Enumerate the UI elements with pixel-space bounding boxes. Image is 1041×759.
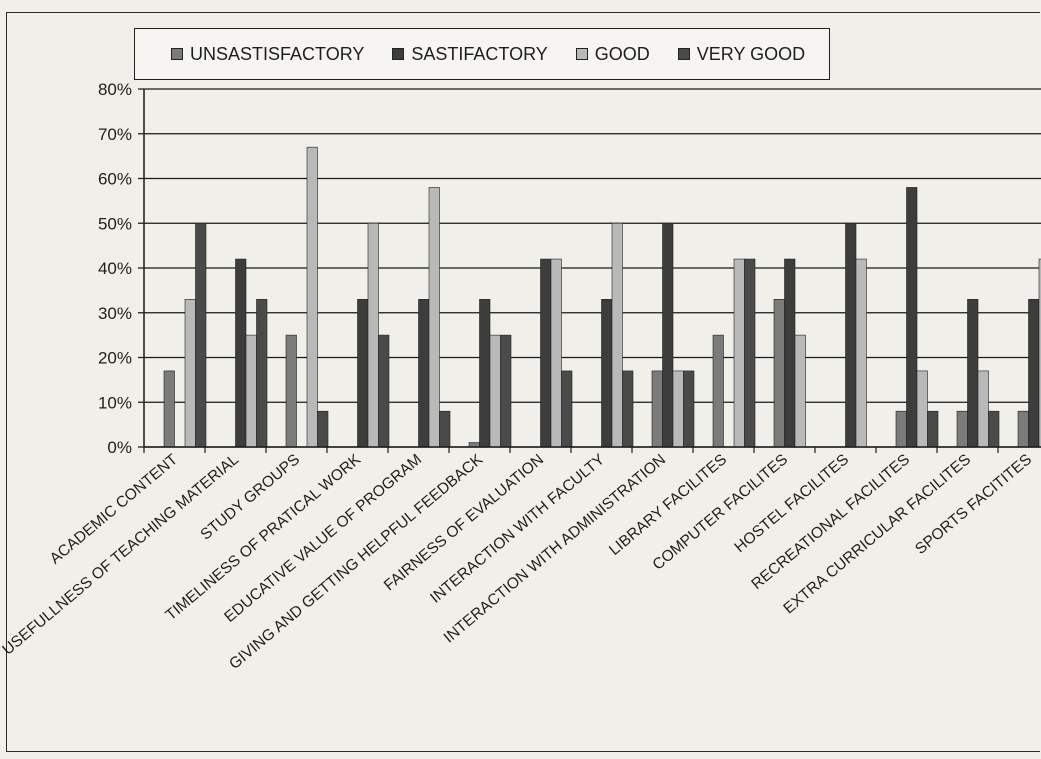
bar-very-good: [439, 410, 451, 448]
y-tick-label: 0%: [107, 438, 132, 457]
bar-very-good: [378, 334, 390, 448]
chart-legend: UNSASTISFACTORY SASTIFACTORY GOOD VERY GOOD: [134, 28, 830, 80]
legend-label: VERY GOOD: [696, 43, 806, 64]
bar-good: [1038, 258, 1041, 448]
bar-good: [672, 370, 684, 448]
bar-good: [611, 222, 623, 448]
legend-item: UNSASTISFACTORY: [171, 44, 364, 65]
legend-label: GOOD: [594, 43, 650, 64]
legend-label: SASTIFACTORY: [411, 43, 548, 64]
bar-sastifactory: [540, 258, 552, 448]
bar-sastifactory: [967, 299, 979, 448]
y-tick-label: 10%: [98, 393, 132, 412]
legend-item: SASTIFACTORY: [392, 43, 548, 65]
bar-good: [184, 299, 196, 448]
y-tick-label: 80%: [98, 80, 132, 99]
bar-unsastisfactory: [651, 370, 663, 448]
chart-frame: [6, 12, 1040, 752]
bar-unsastisfactory: [1017, 410, 1029, 448]
legend-item: VERY GOOD: [677, 43, 806, 65]
bar-sastifactory: [235, 258, 247, 448]
bar-very-good: [256, 299, 268, 448]
y-tick-label: 30%: [98, 304, 132, 323]
bar-sastifactory: [784, 258, 796, 448]
bar-very-good: [927, 410, 939, 448]
x-tick-label: INTERACTION WITH ADMINISTRATION: [441, 451, 669, 646]
bar-unsastisfactory: [163, 370, 175, 448]
bar-good: [550, 258, 562, 448]
bar-unsastisfactory: [956, 410, 968, 448]
y-tick-label: 50%: [98, 214, 132, 233]
bar-sastifactory: [479, 299, 491, 448]
bar-sastifactory: [906, 187, 918, 448]
bar-good: [733, 258, 745, 448]
bar-unsastisfactory: [712, 334, 724, 448]
x-tick-label: USEFULLNESS OF TEACHING MATERIAL: [0, 451, 242, 659]
bar-good: [245, 334, 257, 448]
y-tick-label: 20%: [98, 349, 132, 368]
bar-good: [367, 222, 379, 448]
bar-very-good: [561, 370, 573, 448]
bar-very-good: [744, 258, 756, 448]
bar-sastifactory: [357, 299, 369, 448]
x-tick-label: HOSTEL FACILITES: [731, 451, 852, 556]
bar-good: [306, 146, 318, 448]
bar-sastifactory: [601, 299, 613, 448]
bar-good: [855, 258, 867, 448]
legend-swatch: [575, 48, 588, 60]
bar-sastifactory: [845, 222, 857, 448]
bar-good: [489, 334, 501, 448]
bar-very-good: [988, 410, 1000, 448]
bar-sastifactory: [418, 299, 430, 448]
bar-unsastisfactory: [773, 299, 785, 448]
bar-good: [794, 334, 806, 448]
bar-sastifactory: [1028, 299, 1040, 448]
y-tick-label: 70%: [98, 125, 132, 144]
bar-very-good: [195, 222, 207, 448]
legend-swatch: [392, 48, 405, 60]
legend-item: GOOD: [575, 43, 650, 65]
bar-good: [428, 187, 440, 448]
x-tick-label: SPORTS FACITITES: [912, 451, 1035, 558]
y-tick-label: 60%: [98, 170, 132, 189]
bar-unsastisfactory: [285, 334, 297, 448]
x-tick-label: LIBRARY FACILITES: [606, 451, 730, 559]
bar-very-good: [317, 410, 329, 448]
bar-good: [977, 370, 989, 448]
bar-unsastisfactory: [895, 410, 907, 448]
y-tick-label: 40%: [98, 259, 132, 278]
legend-swatch: [171, 48, 183, 60]
bar-very-good: [622, 370, 634, 448]
bar-good: [916, 370, 928, 448]
bar-sastifactory: [662, 222, 674, 448]
legend-label: UNSASTISFACTORY: [190, 43, 365, 64]
bar-very-good: [500, 334, 512, 448]
legend-swatch: [677, 48, 690, 60]
bar-very-good: [683, 370, 695, 448]
